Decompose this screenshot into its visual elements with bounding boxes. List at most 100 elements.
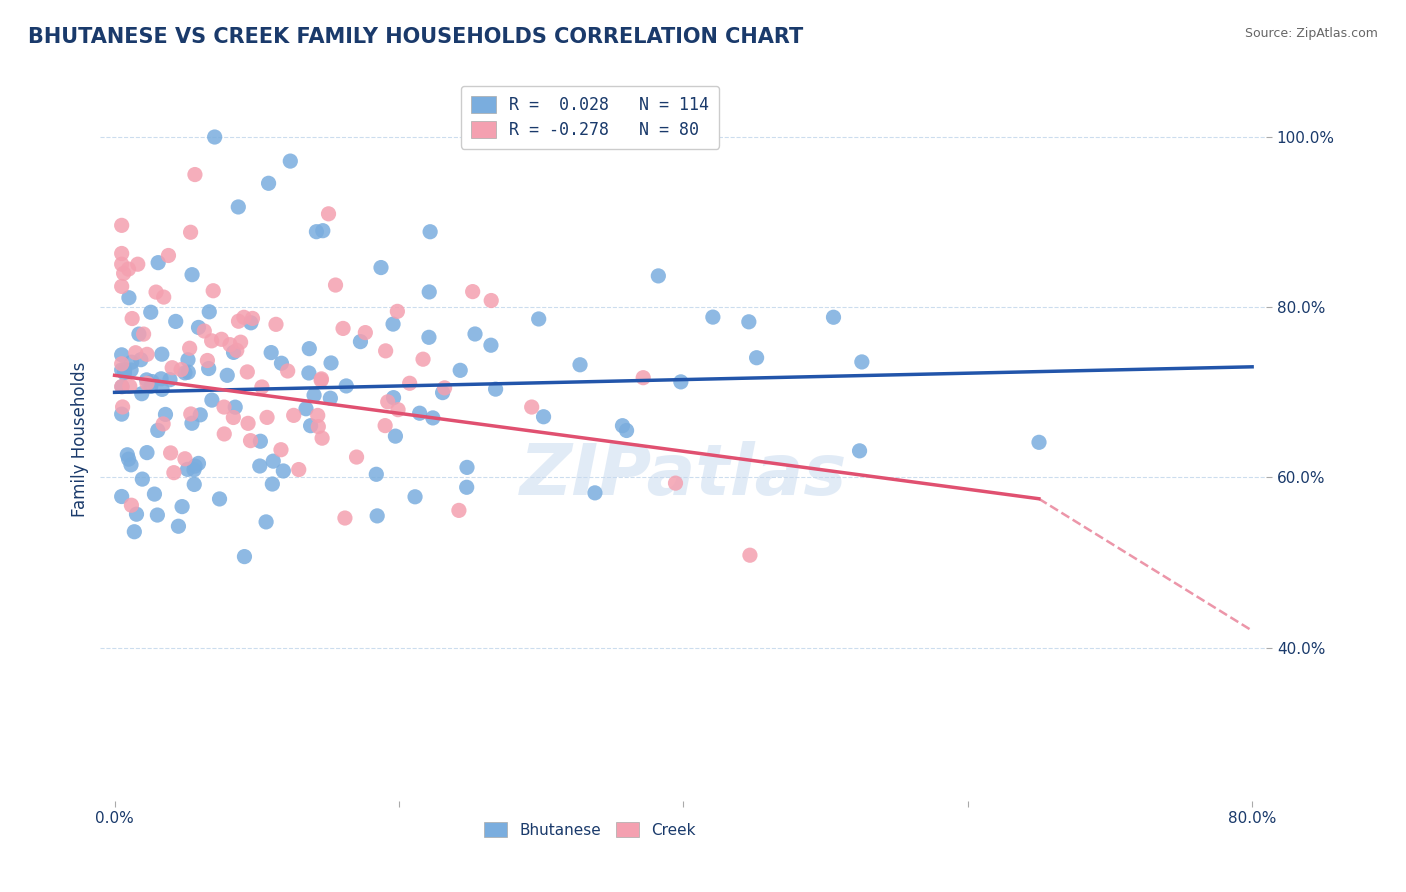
Point — [412, 352, 434, 367]
Point — [125, 507, 148, 521]
Point — [177, 365, 200, 379]
Point — [307, 419, 329, 434]
Point — [464, 326, 486, 341]
Point — [224, 400, 246, 414]
Point — [183, 477, 205, 491]
Point — [229, 335, 252, 350]
Point — [254, 515, 277, 529]
Point — [150, 372, 173, 386]
Point — [202, 284, 225, 298]
Point — [745, 351, 768, 365]
Point — [236, 365, 259, 379]
Point — [174, 451, 197, 466]
Point — [136, 445, 159, 459]
Point — [283, 409, 305, 423]
Point — [152, 417, 174, 431]
Point — [111, 348, 134, 362]
Point — [382, 391, 405, 405]
Point — [239, 316, 262, 330]
Point — [239, 434, 262, 448]
Point — [197, 353, 219, 368]
Point — [184, 168, 207, 182]
Point — [165, 314, 187, 328]
Point — [418, 330, 440, 344]
Point — [150, 383, 173, 397]
Point — [408, 406, 430, 420]
Point — [354, 326, 377, 340]
Point — [226, 200, 249, 214]
Point — [278, 154, 301, 169]
Y-axis label: Family Households: Family Households — [72, 361, 89, 516]
Point — [152, 290, 174, 304]
Point — [136, 347, 159, 361]
Point — [112, 266, 135, 280]
Point — [121, 355, 143, 369]
Point — [118, 291, 141, 305]
Point — [1028, 435, 1050, 450]
Point — [181, 268, 204, 282]
Point — [159, 446, 181, 460]
Point — [520, 400, 543, 414]
Point — [374, 418, 396, 433]
Point — [159, 373, 181, 387]
Point — [447, 503, 470, 517]
Point — [222, 345, 245, 359]
Point — [155, 408, 177, 422]
Point — [157, 248, 180, 262]
Point — [616, 424, 638, 438]
Point — [193, 324, 215, 338]
Point — [382, 317, 405, 331]
Point — [612, 418, 634, 433]
Point — [167, 519, 190, 533]
Point — [201, 334, 224, 348]
Point — [456, 460, 478, 475]
Point — [124, 345, 146, 359]
Point — [270, 356, 292, 370]
Point — [208, 491, 231, 506]
Point — [377, 394, 399, 409]
Point — [111, 219, 134, 233]
Point — [127, 257, 149, 271]
Point — [319, 391, 342, 405]
Point — [177, 352, 200, 367]
Point — [136, 376, 159, 391]
Point — [702, 310, 724, 325]
Point — [111, 357, 134, 371]
Point — [312, 224, 335, 238]
Point — [183, 463, 205, 477]
Point — [398, 376, 420, 391]
Point — [851, 355, 873, 369]
Point — [111, 257, 134, 271]
Point — [111, 379, 134, 393]
Point — [111, 363, 134, 377]
Point — [163, 466, 186, 480]
Point — [129, 352, 152, 367]
Point — [461, 285, 484, 299]
Point — [432, 385, 454, 400]
Point — [188, 408, 211, 422]
Point — [111, 400, 134, 414]
Point — [479, 338, 502, 352]
Point — [184, 459, 207, 474]
Point — [349, 334, 371, 349]
Point — [212, 426, 235, 441]
Point — [333, 511, 356, 525]
Point — [335, 379, 357, 393]
Point — [225, 343, 247, 358]
Point — [583, 486, 606, 500]
Point — [179, 341, 201, 355]
Point — [433, 381, 456, 395]
Point — [374, 343, 396, 358]
Point — [332, 321, 354, 335]
Point — [222, 410, 245, 425]
Point — [117, 448, 139, 462]
Point — [111, 407, 134, 421]
Point — [823, 310, 845, 325]
Point — [204, 130, 226, 145]
Point — [264, 318, 287, 332]
Point — [232, 310, 254, 325]
Point — [298, 366, 321, 380]
Point — [366, 467, 388, 482]
Point — [262, 454, 284, 468]
Point — [262, 477, 284, 491]
